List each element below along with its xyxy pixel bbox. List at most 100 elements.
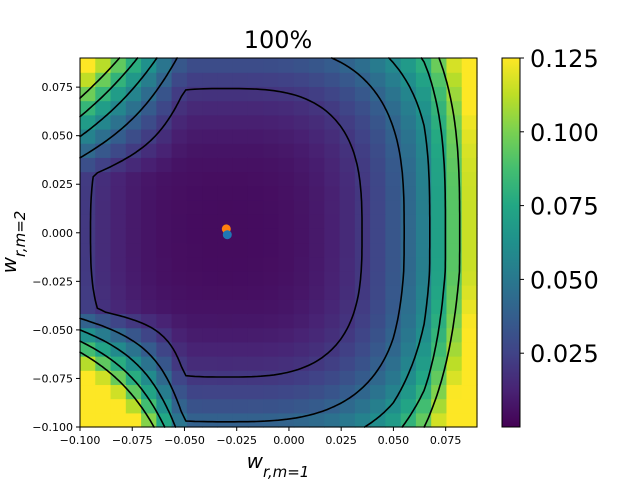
- heatmap-cell: [415, 327, 432, 343]
- heatmap-cell: [461, 185, 478, 201]
- heatmap-cell: [385, 214, 402, 229]
- heatmap-cell: [263, 157, 280, 173]
- heatmap-cell: [186, 171, 203, 187]
- heatmap-cell: [431, 242, 448, 258]
- heatmap-cell: [217, 100, 234, 116]
- heatmap-cell: [354, 270, 371, 286]
- heatmap-cell: [202, 228, 219, 244]
- heatmap-cell: [232, 199, 249, 215]
- heatmap-cell: [354, 299, 371, 315]
- heatmap-cell: [431, 384, 448, 400]
- heatmap-cell: [171, 327, 188, 343]
- heatmap-cell: [278, 86, 295, 102]
- heatmap-cell: [278, 128, 295, 144]
- heatmap-cell: [217, 86, 234, 102]
- heatmap-cell: [446, 398, 463, 414]
- heatmap-cell: [309, 72, 325, 87]
- heatmap-cell: [354, 256, 371, 272]
- heatmap-cell: [171, 199, 188, 215]
- heatmap-cell: [141, 114, 157, 130]
- heatmap-cell: [263, 143, 280, 158]
- heatmap-cell: [354, 412, 371, 428]
- heatmap-cell: [156, 100, 173, 116]
- heatmap-cell: [278, 341, 295, 357]
- heatmap-cell: [125, 100, 142, 116]
- heatmap-cell: [80, 86, 96, 102]
- heatmap-cell: [309, 185, 325, 201]
- heatmap-cell: [141, 228, 157, 244]
- heatmap-cell: [461, 370, 478, 386]
- heatmap-cell: [324, 285, 341, 300]
- heatmap-cell: [141, 58, 157, 73]
- heatmap-cell: [370, 384, 386, 400]
- heatmap-cell: [247, 171, 264, 187]
- heatmap-cell: [278, 242, 295, 258]
- heatmap-cell: [431, 157, 448, 173]
- heatmap-cell: [461, 341, 478, 357]
- heatmap-cell: [324, 398, 341, 414]
- heatmap-cell: [446, 214, 463, 229]
- heatmap-cell: [202, 58, 219, 73]
- heatmap-cell: [263, 398, 280, 414]
- heatmap-cell: [339, 299, 356, 315]
- heatmap-cell: [385, 341, 402, 357]
- heatmap-cell: [309, 100, 325, 116]
- heatmap-cell: [431, 100, 448, 116]
- heatmap-cell: [431, 327, 448, 343]
- heatmap-cell: [431, 214, 448, 229]
- heatmap-cell: [415, 214, 432, 229]
- heatmap-cell: [232, 242, 249, 258]
- heatmap-cell: [110, 214, 127, 229]
- heatmap-cell: [156, 242, 173, 258]
- heatmap-cell: [278, 58, 295, 73]
- heatmap-cell: [324, 327, 341, 343]
- heatmap-cell: [446, 199, 463, 215]
- heatmap-cell: [156, 285, 173, 300]
- heatmap-cell: [339, 270, 356, 286]
- heatmap-cell: [461, 299, 478, 315]
- heatmap-cell: [247, 256, 264, 272]
- heatmap-cell: [80, 412, 96, 428]
- heatmap-cell: [385, 398, 402, 414]
- heatmap-cell: [278, 356, 295, 371]
- heatmap-cell: [217, 171, 234, 187]
- heatmap-cell: [431, 356, 448, 371]
- heatmap-cell: [293, 299, 310, 315]
- contour-line: [89, 87, 363, 378]
- heatmap-cell: [125, 58, 142, 73]
- heatmap-cell: [415, 228, 432, 244]
- heatmap-cell: [385, 299, 402, 315]
- heatmap-cell: [125, 285, 142, 300]
- heatmap-cell: [263, 242, 280, 258]
- heatmap-cell: [125, 199, 142, 215]
- heatmap-cell: [431, 143, 448, 158]
- heatmap-cell: [293, 214, 310, 229]
- heatmap-cell: [309, 299, 325, 315]
- heatmap-cell: [339, 412, 356, 428]
- heatmap-cell: [217, 270, 234, 286]
- heatmap-cell: [247, 270, 264, 286]
- heatmap-cell: [370, 114, 386, 130]
- heatmap-cell: [370, 157, 386, 173]
- heatmap-cell: [400, 72, 417, 87]
- heatmap-cell: [80, 384, 96, 400]
- heatmap-cell: [309, 242, 325, 258]
- heatmap-cell: [263, 299, 280, 315]
- heatmap-cell: [202, 270, 219, 286]
- heatmap-cell: [80, 114, 96, 130]
- heatmap-cell: [95, 114, 112, 130]
- heatmap-cell: [370, 228, 386, 244]
- heatmap-cell: [202, 341, 219, 357]
- heatmap-cell: [217, 299, 234, 315]
- heatmap-cell: [354, 185, 371, 201]
- heatmap-cell: [339, 185, 356, 201]
- heatmap-cell: [400, 299, 417, 315]
- heatmap-cell: [370, 341, 386, 357]
- heatmap-cell: [125, 299, 142, 315]
- heatmap-cell: [446, 384, 463, 400]
- heatmap-cell: [461, 72, 478, 87]
- heatmap-cell: [156, 270, 173, 286]
- heatmap-cell: [217, 256, 234, 272]
- heatmap-cell: [232, 143, 249, 158]
- heatmap-cell: [278, 270, 295, 286]
